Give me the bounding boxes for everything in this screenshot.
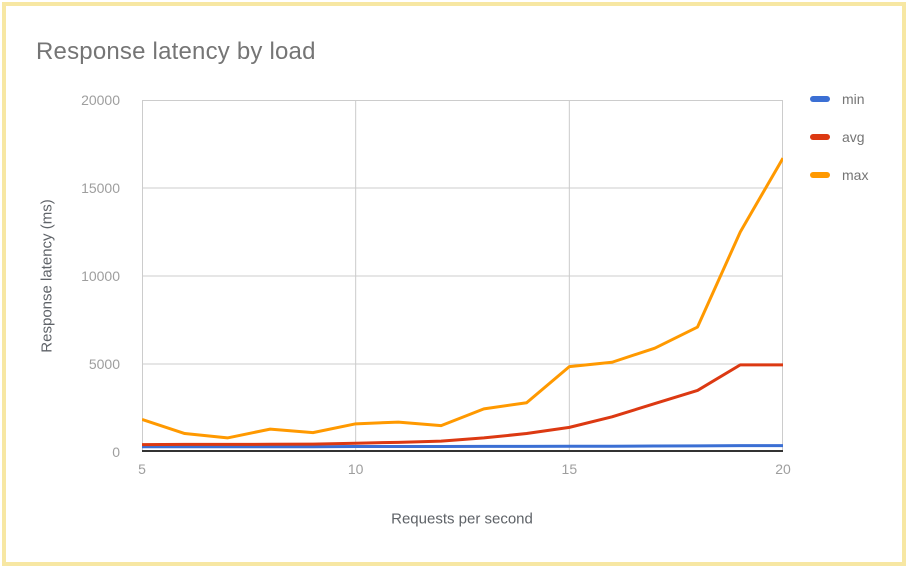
legend: min avg max xyxy=(810,91,868,183)
x-tick-label: 20 xyxy=(775,461,791,477)
legend-swatch-max xyxy=(810,172,830,178)
legend-item-avg[interactable]: avg xyxy=(810,129,868,145)
series-line-min[interactable] xyxy=(142,444,783,449)
legend-swatch-min xyxy=(810,96,830,102)
y-tick-label: 5000 xyxy=(88,356,120,372)
legend-label: min xyxy=(842,91,865,107)
x-tick-label: 10 xyxy=(347,461,364,477)
series-line-max[interactable] xyxy=(142,157,783,440)
legend-item-min[interactable]: min xyxy=(810,91,868,107)
y-tick-label: 0 xyxy=(112,444,120,460)
x-axis-title: Requests per second xyxy=(391,510,533,528)
y-tick-label: 15000 xyxy=(81,180,120,196)
chart-title: Response latency by load xyxy=(36,38,316,65)
x-tick-label: 15 xyxy=(561,461,578,477)
y-axis-tick-labels: 20000 15000 10000 5000 0 xyxy=(0,92,131,460)
series-line-avg[interactable] xyxy=(142,363,783,447)
legend-label: avg xyxy=(842,129,865,145)
y-tick-label: 10000 xyxy=(81,268,120,284)
y-tick-label: 20000 xyxy=(81,92,120,108)
plot-area[interactable] xyxy=(142,100,783,452)
legend-item-max[interactable]: max xyxy=(810,167,868,183)
legend-swatch-avg xyxy=(810,134,830,140)
x-axis-tick-labels: 5 10 15 20 xyxy=(138,452,791,482)
x-tick-label: 5 xyxy=(138,461,146,477)
legend-label: max xyxy=(842,167,869,183)
